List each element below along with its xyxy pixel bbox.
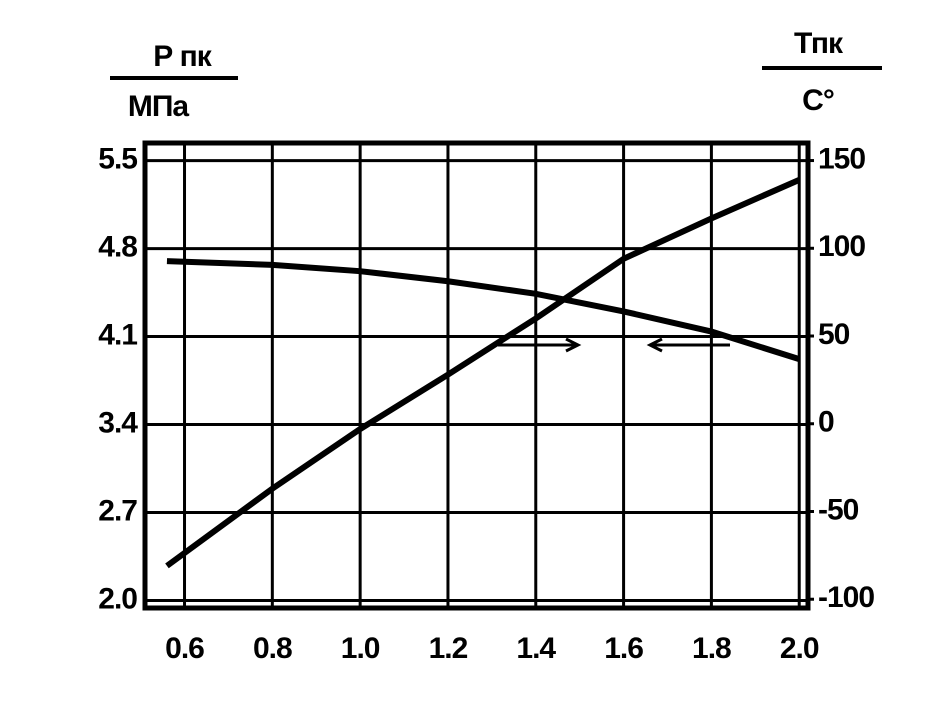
y-tick-label: 2.0 bbox=[98, 582, 137, 615]
y-tick-label: 2.7 bbox=[98, 494, 137, 527]
x-tick-label: 1.4 bbox=[516, 632, 556, 665]
y-tick-label: 4.8 bbox=[98, 230, 137, 263]
x-tick-label: 1.0 bbox=[341, 632, 380, 665]
y2-tick-label: 50 bbox=[818, 318, 850, 351]
y-tick-label: 3.4 bbox=[98, 406, 138, 439]
x-tick-label: 0.6 bbox=[165, 632, 204, 665]
y2-axis-label-top: Тпк bbox=[794, 27, 844, 60]
x-tick-label: 2.0 bbox=[780, 632, 819, 665]
x-tick-label: 0.8 bbox=[253, 632, 292, 665]
y-tick-label: 4.1 bbox=[98, 318, 137, 351]
y-axis-label-top: Р пк bbox=[153, 40, 212, 73]
x-tick-label: 1.6 bbox=[604, 632, 643, 665]
axis-arrows bbox=[498, 337, 730, 353]
x-tick-label: 1.2 bbox=[429, 632, 468, 665]
x-tick-label: 1.8 bbox=[692, 632, 731, 665]
y2-tick-label: -100 bbox=[818, 581, 874, 614]
y2-tick-label: -50 bbox=[818, 493, 859, 526]
y2-tick-label: 100 bbox=[818, 230, 865, 263]
y-tick-label: 5.5 bbox=[98, 143, 137, 176]
y-axis-label-bottom: МПа bbox=[128, 90, 190, 123]
data-line bbox=[166, 258, 801, 363]
y2-tick-label: 150 bbox=[818, 142, 865, 175]
plot-frame bbox=[142, 140, 811, 611]
y2-axis-label-bottom: С° bbox=[802, 84, 834, 117]
data-line bbox=[165, 177, 801, 569]
y2-tick-label: 0 bbox=[818, 406, 834, 439]
